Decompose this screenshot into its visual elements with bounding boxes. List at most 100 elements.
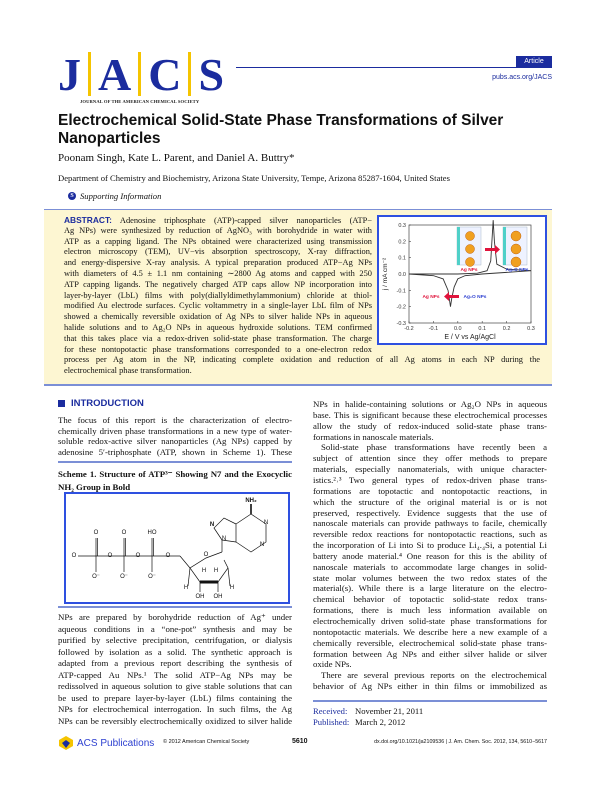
header-rule <box>236 67 518 68</box>
nanoparticle <box>465 231 475 241</box>
atom-label: H <box>230 585 234 591</box>
abstract-line: with diameters of 4.5 ± 1.1 nm containin… <box>64 269 372 278</box>
bond <box>187 567 191 587</box>
acs-publications-logo: ACS Publications <box>58 735 154 751</box>
authors: Poonam Singh, Kate L. Parent, and Daniel… <box>58 152 295 164</box>
text-line: battery anode material.⁴ One reason for … <box>313 550 547 561</box>
text-line: There are several previous reports on th… <box>321 670 547 681</box>
electrode-surface <box>457 227 460 265</box>
x-tick-label: 0.0 <box>454 326 462 332</box>
atom-label: N <box>222 536 226 542</box>
abstract-line: modified Au electrode surfaces. Cyclic v… <box>64 301 372 311</box>
title-line: Nanoparticles <box>58 130 161 147</box>
published-label: Published: <box>313 717 350 727</box>
abstract-line: electron microscopy (TEM), UV−vis absorp… <box>64 247 372 257</box>
text-line: oxide NPs. <box>313 659 352 670</box>
logo-letter: S <box>198 49 225 100</box>
text-line: preserved, respectively. Evidence sugges… <box>313 507 547 518</box>
atom-label: O <box>94 530 99 536</box>
logo-letter: C <box>148 49 182 100</box>
title-line: Electrochemical Solid-State Phase Transf… <box>58 112 504 129</box>
nanoparticle <box>510 230 522 242</box>
section-square-icon <box>58 400 65 407</box>
atom-label: O <box>108 553 113 559</box>
atom-label: NH₂ <box>245 498 257 504</box>
text-line: nontopotactic materials. We describe her… <box>313 626 547 637</box>
scheme-top-rule <box>58 461 292 463</box>
text-line: formations are topotactic and nontopotac… <box>313 485 547 496</box>
dates-rule <box>313 700 547 702</box>
logo-letter: J <box>58 49 81 100</box>
atom-label: O <box>122 530 127 536</box>
scheme-label: Scheme 1. <box>58 469 97 479</box>
publisher-name: ACS Publications <box>77 737 155 749</box>
acs-hexagon-icon <box>59 736 73 750</box>
scheme-bottom-rule <box>58 606 292 608</box>
atom-label: O⁻ <box>148 574 156 580</box>
text-line: be used to prepare layer-by-layer (LbL) … <box>58 692 292 703</box>
article-title: Electrochemical Solid-State Phase Transf… <box>58 112 503 148</box>
bond <box>179 555 191 569</box>
text-line: which the structure of the original mate… <box>313 496 547 507</box>
bond <box>227 567 231 587</box>
text-line: The focus of this report is the characte… <box>58 415 292 425</box>
cv-chart: -0.2 -0.1 0.0 0.1 0.2 0.3-0.3-0.2-0.10.00.10.… <box>382 220 535 341</box>
atom-label: H <box>202 568 206 574</box>
abstract-line: for these nontopotactic phase transforma… <box>64 344 372 354</box>
nanoparticle <box>510 243 522 255</box>
text-line: purified by selective precipitation, cen… <box>58 635 292 645</box>
abstract-line: ABSTRACT: Adenosine triphosphate (ATP)-c… <box>64 215 372 227</box>
text-line: NPs are prepared by borohydride reductio… <box>58 612 292 622</box>
received-label: Received: <box>313 706 348 716</box>
copyright: © 2012 American Chemical Society <box>163 739 250 745</box>
y-tick-label: 0.0 <box>398 272 406 278</box>
bond <box>213 517 237 543</box>
abstract-line: ATP capping ligands. The negatively char… <box>64 279 372 289</box>
text-line: formation between Ag NPs and either silv… <box>313 648 547 659</box>
x-tick-label: 0.2 <box>503 326 511 332</box>
atom-label: H <box>214 568 218 574</box>
text-line: formations in nanoscale materials. <box>313 431 434 442</box>
y-tick-label: -0.1 <box>397 288 406 294</box>
oxidation-arrow-icon <box>485 245 500 254</box>
abstract-line: showed a chemically reversible oxidation… <box>64 312 372 322</box>
affiliation: Department of Chemistry and Biochemistry… <box>58 173 450 183</box>
atom-label: N <box>264 520 268 526</box>
line-text: Adenosine triphosphate (ATP)-capped silv… <box>111 216 372 225</box>
cv-curve-forward <box>409 220 532 275</box>
text-line: ATP-capped Au NPs.¹ The solid ATP−Ag NPs… <box>58 669 292 680</box>
text-line: adenosine 5′-triphosphate (ATP, shown in… <box>58 446 292 457</box>
atom-label: HO <box>148 530 157 536</box>
abstract-line: Ag NPs) were synthesized by reduction of… <box>64 225 372 235</box>
text-line: material(s). While there is a large lite… <box>313 583 547 594</box>
journal-url[interactable]: pubs.acs.org/JACS <box>492 74 552 81</box>
text-line: NPs can be reversibly electrochemically … <box>58 715 292 726</box>
atom-label: O⁻ <box>120 574 128 580</box>
text-line: subject of attention since they offer me… <box>313 453 547 464</box>
supporting-information-link[interactable]: S Supporting Information <box>68 191 161 201</box>
published-value: March 2, 2012 <box>355 717 406 727</box>
text-line: aqueous conditions in a “one-pot” synthe… <box>58 623 292 634</box>
atom-label: O <box>166 553 171 559</box>
text-line: NH₂ Group in Bold <box>58 482 131 492</box>
doi-citation[interactable]: dx.doi.org/10.1021/ja2109536 | J. Am. Ch… <box>374 739 547 745</box>
y-tick-label: 0.1 <box>398 256 406 262</box>
text-line: allow the study of redox-induced solid-s… <box>313 420 547 431</box>
cv-curve-reverse <box>408 270 532 307</box>
text-line: Scheme 1. Structure of ATP³⁻ Showing N7 … <box>58 468 292 481</box>
text-line: the incorporation of Li into Si to produ… <box>313 540 547 551</box>
nanoparticle <box>510 256 522 268</box>
atom-label: N <box>210 522 214 528</box>
supporting-info-icon: S <box>68 192 76 200</box>
y-tick-label: -0.2 <box>397 305 406 311</box>
logo-divider <box>138 52 142 96</box>
section-title: INTRODUCTION <box>71 398 144 409</box>
logo-divider <box>188 52 192 96</box>
scheme-box: NH₂ N N N N O O O HO O O O O⁻ O⁻ O⁻ O H H H H OH OH <box>64 492 290 604</box>
text-line: chemical behavior of topotactic solid-st… <box>313 594 547 605</box>
atom-label: H <box>184 585 188 591</box>
text-line: followed by isolation as a solid. The sy… <box>58 646 292 657</box>
text-line: chemically reversible, electrochemical s… <box>313 637 547 648</box>
y-tick-label: 0.3 <box>398 223 406 229</box>
